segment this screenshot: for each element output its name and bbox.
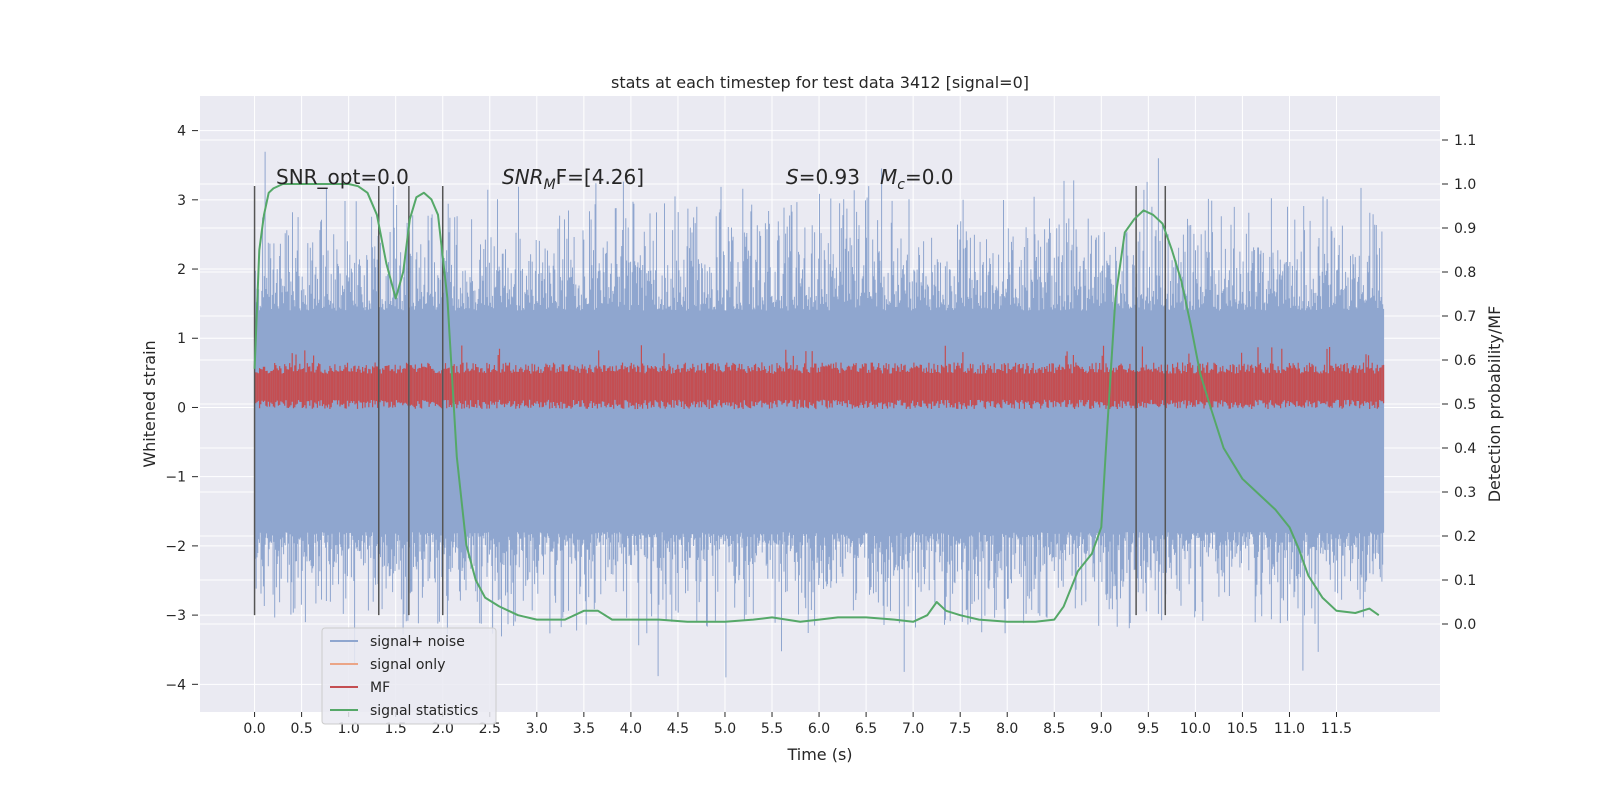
- x-tick-label: 11.5: [1321, 721, 1352, 737]
- y-tick-label: −3: [165, 608, 186, 624]
- y-tick-label: 3: [177, 193, 186, 209]
- x-tick-labels: 0.0 0.5 1.0 1.5 2.0 2.5 3.0 3.5 4.0 4.5 5.0 5.5 6.0 6…: [243, 712, 1352, 737]
- snr-mf-prefix: SNR: [502, 165, 544, 189]
- y2-tick-label: 1.0: [1454, 177, 1476, 193]
- y2-tick-label: 0.1: [1454, 573, 1476, 589]
- s-annotation: S=0.93: [786, 165, 860, 189]
- x-tick-label: 4.0: [620, 721, 642, 737]
- x-axis-label: Time (s): [786, 745, 852, 764]
- x-tick-label: 5.5: [761, 721, 783, 737]
- y2-tick-label: 0.6: [1454, 353, 1476, 369]
- signal-statistics-line: [253, 183, 1380, 623]
- vertical-markers: [253, 185, 1167, 616]
- x-tick-label: 1.0: [338, 721, 360, 737]
- y2-tick-label: 0.9: [1454, 221, 1476, 237]
- y2-tick-labels: 0.0 0.1 0.2 0.3 0.4 0.5 0.6 0.7 0.8 0.9 1.0 1.1: [1442, 133, 1476, 633]
- y2-tick-label: 0.4: [1454, 441, 1476, 457]
- snr-mf-value: F=[4.26]: [556, 165, 644, 189]
- y2-tick-label: 0.5: [1454, 397, 1476, 413]
- y-tick-label: 1: [177, 331, 186, 347]
- x-tick-label: 10.0: [1180, 721, 1211, 737]
- legend-box: [321, 627, 497, 725]
- x-tick-label: 0.5: [290, 721, 312, 737]
- chart-title: stats at each timestep for test data 341…: [611, 73, 1029, 92]
- legend-label-signal-statistics: signal statistics: [370, 703, 478, 719]
- y2-tick-label: 0.3: [1454, 485, 1476, 501]
- x-tick-label: 3.5: [573, 721, 595, 737]
- x-tick-label: 8.5: [1043, 721, 1065, 737]
- legend-label-mf: MF: [370, 680, 390, 696]
- y2-axis-label: Detection probability/MF: [1485, 306, 1504, 503]
- x-tick-label: 5.0: [714, 721, 736, 737]
- x-tick-label: 3.0: [526, 721, 548, 737]
- x-tick-label: 2.0: [432, 721, 454, 737]
- x-tick-label: 9.0: [1090, 721, 1112, 737]
- y-tick-labels: −4 −3 −2 −1 0 1 2 3 4: [165, 124, 198, 693]
- x-tick-label: 7.5: [949, 721, 971, 737]
- y-tick-label: 2: [177, 262, 186, 278]
- y2-tick-label: 1.1: [1454, 133, 1476, 149]
- mc-symbol: M: [880, 165, 897, 189]
- legend-label-signal-only: signal only: [370, 657, 445, 673]
- mc-value: =0.0: [905, 165, 954, 189]
- legend: signal+ noise signal only MF signal stat…: [321, 627, 497, 725]
- x-tick-label: 0.0: [243, 721, 265, 737]
- mc-subscript: c: [897, 177, 905, 193]
- y-tick-label: −1: [165, 470, 186, 486]
- x-tick-label: 1.5: [385, 721, 407, 737]
- s-symbol: S: [786, 165, 799, 189]
- s-value: =0.93: [799, 165, 860, 189]
- x-tick-label: 4.5: [667, 721, 689, 737]
- y-tick-label: 0: [177, 400, 186, 416]
- x-tick-label: 10.5: [1227, 721, 1258, 737]
- y2-tick-label: 0.2: [1454, 529, 1476, 545]
- x-tick-label: 6.0: [808, 721, 830, 737]
- x-tick-label: 9.5: [1137, 721, 1159, 737]
- snr-mf-annotation: SNRMF=[4.26]: [502, 165, 644, 193]
- legend-label-signal-noise: signal+ noise: [370, 634, 465, 650]
- snr-opt-annotation: SNR_opt=0.0: [276, 165, 409, 189]
- y2-tick-label: 0.7: [1454, 309, 1476, 325]
- x-tick-label: 6.5: [855, 721, 877, 737]
- y-tick-label: −2: [165, 539, 186, 555]
- x-tick-label: 2.5: [479, 721, 501, 737]
- x-tick-label: 11.0: [1274, 721, 1305, 737]
- y-axis-label: Whitened strain: [140, 340, 159, 467]
- signal-statistics-series: [253, 183, 1380, 623]
- mc-annotation: Mc=0.0: [880, 165, 954, 193]
- y-tick-label: 4: [177, 124, 186, 140]
- x-tick-label: 8.0: [996, 721, 1018, 737]
- x-tick-label: 7.0: [902, 721, 924, 737]
- y-tick-label: −4: [165, 677, 186, 693]
- snr-mf-subscript: M: [544, 177, 556, 193]
- y2-tick-label: 0.8: [1454, 265, 1476, 281]
- y2-tick-label: 0.0: [1454, 617, 1476, 633]
